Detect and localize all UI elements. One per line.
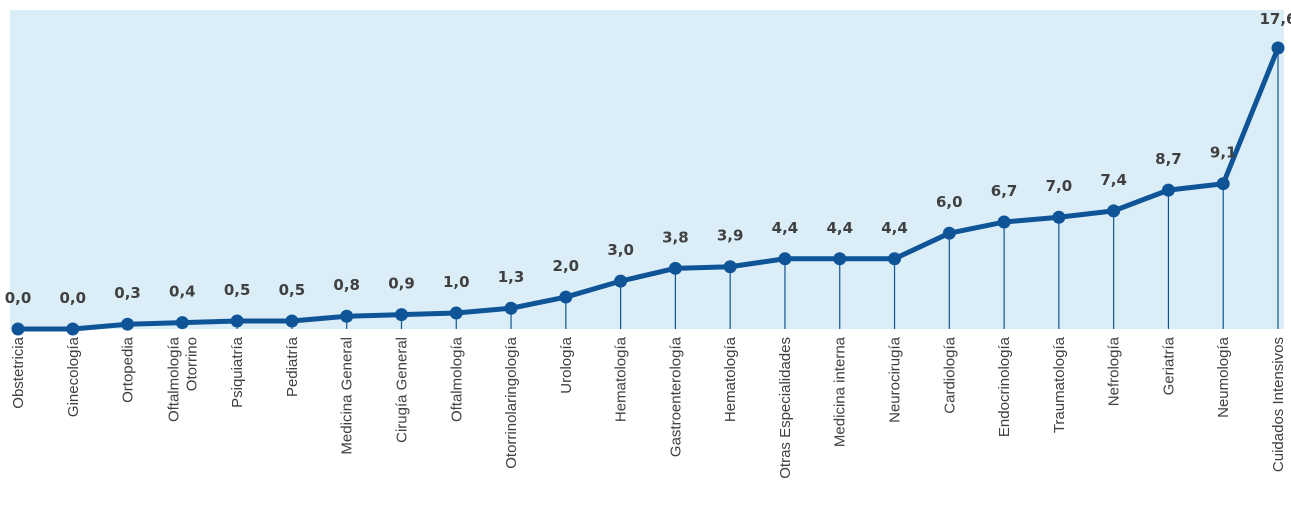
category-labels: Obstetricia Ginecología Ortopedia Oftalmolo… bbox=[10, 336, 1287, 478]
category-label: Urología bbox=[558, 336, 575, 393]
data-point bbox=[340, 309, 354, 323]
category-label: Pediatría bbox=[284, 336, 301, 397]
value-label: 0,0 bbox=[5, 289, 32, 307]
category-label: OftalmologíaOtorrino bbox=[165, 336, 200, 422]
value-label: 17,6 bbox=[1259, 10, 1291, 28]
category-label: Hematología bbox=[613, 336, 630, 422]
data-point bbox=[1052, 210, 1066, 224]
data-point bbox=[1161, 183, 1175, 197]
category-label: Ortopedia bbox=[120, 336, 137, 403]
value-label: 1,3 bbox=[498, 268, 525, 286]
data-markers bbox=[11, 41, 1285, 336]
data-point bbox=[394, 308, 408, 322]
data-point bbox=[11, 322, 25, 336]
category-label: Oftalmología bbox=[448, 336, 465, 422]
data-point bbox=[66, 322, 80, 336]
value-label: 4,4 bbox=[881, 219, 908, 237]
category-label: Traumatología bbox=[1051, 336, 1068, 433]
series-line bbox=[15, 45, 1281, 332]
category-label: Cirugía General bbox=[393, 337, 410, 443]
value-label: 4,4 bbox=[772, 219, 799, 237]
data-point bbox=[1107, 204, 1121, 218]
category-label: Hematología bbox=[722, 336, 739, 422]
data-point bbox=[449, 306, 463, 320]
value-label: 0,5 bbox=[279, 281, 306, 299]
category-label: Psiquiatría bbox=[229, 336, 246, 408]
data-point bbox=[888, 252, 902, 266]
value-label: 0,8 bbox=[333, 276, 360, 294]
data-point bbox=[1216, 177, 1230, 191]
category-label: Nefrología bbox=[1106, 336, 1123, 406]
category-label: Ginecología bbox=[65, 336, 82, 417]
category-label: Gastroenterología bbox=[667, 336, 684, 457]
value-label: 7,0 bbox=[1046, 177, 1073, 195]
value-label: 3,0 bbox=[607, 241, 634, 259]
value-label: 0,4 bbox=[169, 283, 196, 301]
value-label: 3,8 bbox=[662, 228, 689, 246]
value-label: 0,5 bbox=[224, 281, 251, 299]
data-point bbox=[778, 252, 792, 266]
category-label: Cardiología bbox=[941, 336, 958, 413]
category-label: Geriatría bbox=[1160, 336, 1177, 395]
data-point bbox=[504, 301, 518, 315]
category-label: Otorrinolaringología bbox=[503, 336, 520, 468]
data-point bbox=[942, 226, 956, 240]
data-point bbox=[668, 261, 682, 275]
category-label: Medicina interna bbox=[832, 336, 849, 447]
data-point bbox=[1271, 41, 1285, 55]
value-label: 7,4 bbox=[1100, 171, 1127, 189]
value-label: 0,3 bbox=[114, 284, 141, 302]
category-label: Cuidados Intensivos bbox=[1270, 337, 1287, 472]
plot-area bbox=[10, 10, 1284, 329]
data-point bbox=[175, 316, 189, 330]
value-label: 2,0 bbox=[553, 257, 580, 275]
category-label: Obstetricia bbox=[10, 336, 27, 408]
value-label: 9,1 bbox=[1210, 144, 1237, 162]
value-label: 3,9 bbox=[717, 227, 744, 245]
value-label: 6,0 bbox=[936, 193, 963, 211]
category-label: Endocrinología bbox=[996, 336, 1013, 437]
data-point bbox=[614, 274, 628, 288]
category-label: Neurocirugía bbox=[887, 336, 904, 423]
value-labels: 0,0 0,0 0,3 0,4 0,5 0,5 0,8 0,9 1,0 1,3 2,0 3,0 3,8 3… bbox=[5, 10, 1291, 307]
value-label: 1,0 bbox=[443, 273, 470, 291]
category-label: Neumología bbox=[1215, 336, 1232, 418]
category-label: Medicina General bbox=[339, 337, 356, 455]
value-label: 4,4 bbox=[826, 219, 853, 237]
data-point bbox=[230, 314, 244, 328]
value-label: 6,7 bbox=[991, 182, 1018, 200]
data-point bbox=[833, 252, 847, 266]
data-point bbox=[121, 317, 135, 331]
value-label: 0,0 bbox=[59, 289, 86, 307]
data-point bbox=[997, 215, 1011, 229]
category-label: Otras Especialidades bbox=[777, 337, 794, 479]
data-point bbox=[285, 314, 299, 328]
data-point bbox=[559, 290, 573, 304]
data-point bbox=[723, 260, 737, 274]
value-label: 0,9 bbox=[388, 275, 415, 293]
value-label: 8,7 bbox=[1155, 150, 1182, 168]
